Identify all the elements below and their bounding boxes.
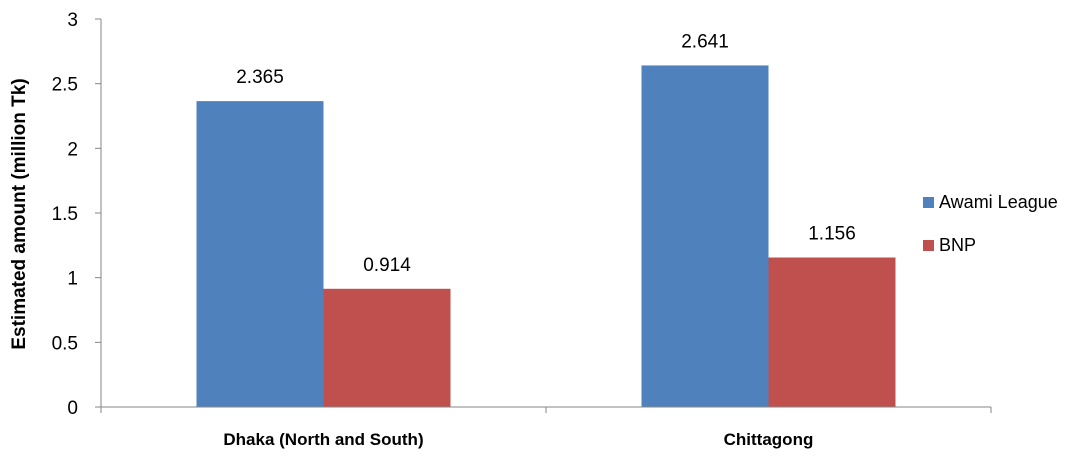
y-tick-label: 2.5 [52, 75, 78, 96]
y-tick-label: 0 [67, 398, 78, 419]
legend: Awami League BNP [923, 192, 1058, 255]
x-category-label: Dhaka (North and South) [223, 430, 423, 449]
legend-swatch [923, 197, 934, 208]
bar [768, 257, 896, 407]
legend-label: Awami League [939, 192, 1058, 212]
y-tick-label: 3 [67, 10, 78, 31]
data-label: 2.641 [681, 31, 729, 52]
legend-label: BNP [939, 235, 976, 255]
y-axis-title: Estimated amount (million Tk) [9, 78, 30, 349]
y-tick-label: 1.5 [52, 204, 78, 225]
data-label: 0.914 [363, 255, 411, 276]
x-category-label: Chittagong [724, 430, 814, 449]
data-label: 2.365 [236, 67, 284, 88]
plot-area: 0 0.5 1 1.5 2 2.5 3 2.365 0.914 Dhaka (North and … [52, 10, 992, 449]
data-label: 1.156 [808, 223, 856, 244]
bar [196, 101, 324, 408]
y-tick-label: 2 [67, 139, 78, 160]
bar [641, 65, 769, 407]
y-tick-label: 0.5 [52, 333, 78, 354]
bar [323, 288, 451, 407]
y-tick-label: 1 [67, 269, 78, 290]
legend-swatch [923, 240, 934, 251]
